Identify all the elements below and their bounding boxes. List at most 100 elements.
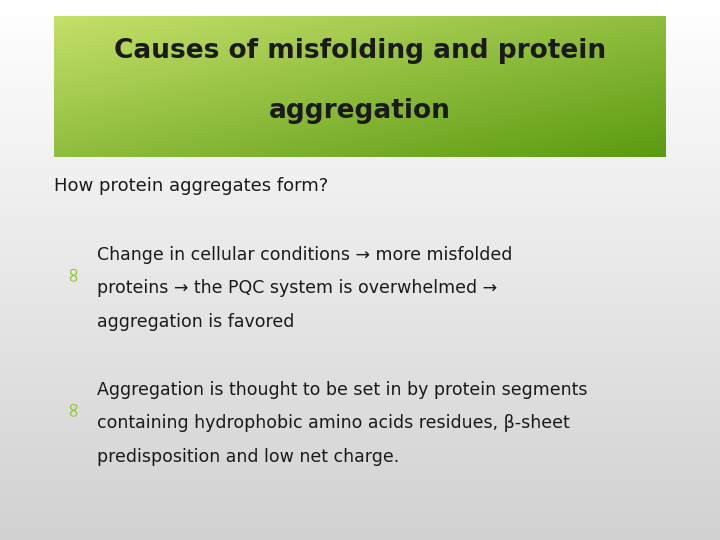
Bar — [0, 261, 720, 263]
Bar — [0, 331, 720, 333]
Bar — [0, 293, 720, 295]
Bar — [0, 79, 720, 81]
Bar — [0, 393, 720, 394]
Bar — [0, 201, 720, 204]
Bar — [0, 306, 720, 308]
Bar — [0, 385, 720, 387]
Bar — [0, 317, 720, 319]
Bar — [0, 223, 720, 225]
Bar — [0, 265, 720, 266]
Bar — [0, 92, 720, 93]
Bar — [0, 398, 720, 400]
Bar — [0, 182, 720, 184]
Bar — [0, 470, 720, 471]
Bar — [0, 34, 720, 36]
Bar — [0, 85, 720, 86]
Bar — [0, 414, 720, 416]
Bar — [0, 189, 720, 191]
Bar — [0, 363, 720, 366]
Bar — [0, 479, 720, 481]
Bar — [0, 164, 720, 166]
Bar — [0, 486, 720, 488]
Bar — [0, 447, 720, 448]
Bar — [0, 501, 720, 502]
Bar — [0, 452, 720, 454]
Bar — [0, 378, 720, 380]
Bar — [0, 23, 720, 25]
Bar — [0, 450, 720, 452]
Bar — [0, 529, 720, 531]
Bar — [0, 139, 720, 140]
Bar — [0, 468, 720, 470]
Bar — [0, 405, 720, 407]
Bar — [0, 430, 720, 432]
Bar — [0, 52, 720, 54]
Bar — [0, 509, 720, 511]
Bar — [0, 292, 720, 293]
Bar — [0, 464, 720, 466]
Bar — [0, 239, 720, 241]
Bar — [0, 448, 720, 450]
Bar — [0, 353, 720, 355]
Bar — [0, 180, 720, 182]
Bar — [0, 198, 720, 200]
Bar — [0, 243, 720, 245]
Bar — [0, 506, 720, 508]
Bar — [0, 461, 720, 463]
Bar — [0, 216, 720, 218]
Bar — [0, 315, 720, 317]
Bar — [0, 508, 720, 509]
Bar — [0, 263, 720, 265]
Bar — [0, 319, 720, 320]
Bar — [0, 511, 720, 513]
Bar — [0, 288, 720, 290]
Bar — [0, 304, 720, 306]
Text: predisposition and low net charge.: predisposition and low net charge. — [97, 448, 400, 466]
Bar — [0, 205, 720, 207]
Bar — [0, 301, 720, 302]
Bar — [0, 250, 720, 252]
Bar — [0, 38, 720, 39]
Bar — [0, 142, 720, 144]
Bar — [0, 258, 720, 259]
Bar — [0, 173, 720, 174]
Bar — [0, 309, 720, 312]
Bar — [0, 178, 720, 180]
Bar — [0, 227, 720, 228]
Bar — [0, 358, 720, 360]
Bar — [0, 275, 720, 277]
Bar — [0, 5, 720, 7]
Bar — [0, 248, 720, 250]
Bar — [0, 396, 720, 398]
Bar — [0, 83, 720, 85]
Bar — [0, 421, 720, 423]
Bar — [0, 329, 720, 331]
Bar — [0, 214, 720, 216]
Bar — [0, 374, 720, 376]
Bar — [0, 367, 720, 369]
Bar — [0, 455, 720, 457]
Bar — [0, 131, 720, 133]
Bar — [0, 416, 720, 417]
Bar — [0, 401, 720, 403]
Bar — [0, 184, 720, 185]
Bar — [0, 268, 720, 270]
Bar — [0, 69, 720, 70]
Bar — [0, 481, 720, 482]
Bar — [0, 2, 720, 4]
Bar — [0, 410, 720, 412]
Bar — [0, 324, 720, 326]
Bar — [0, 531, 720, 533]
Bar — [0, 137, 720, 139]
Bar — [0, 326, 720, 328]
Bar — [0, 238, 720, 239]
Bar — [0, 72, 720, 74]
Bar — [0, 504, 720, 506]
Bar — [0, 366, 720, 367]
Bar — [0, 162, 720, 164]
Bar — [0, 383, 720, 385]
Bar — [0, 225, 720, 227]
Bar — [0, 474, 720, 475]
Bar — [0, 49, 720, 50]
Bar — [0, 279, 720, 281]
